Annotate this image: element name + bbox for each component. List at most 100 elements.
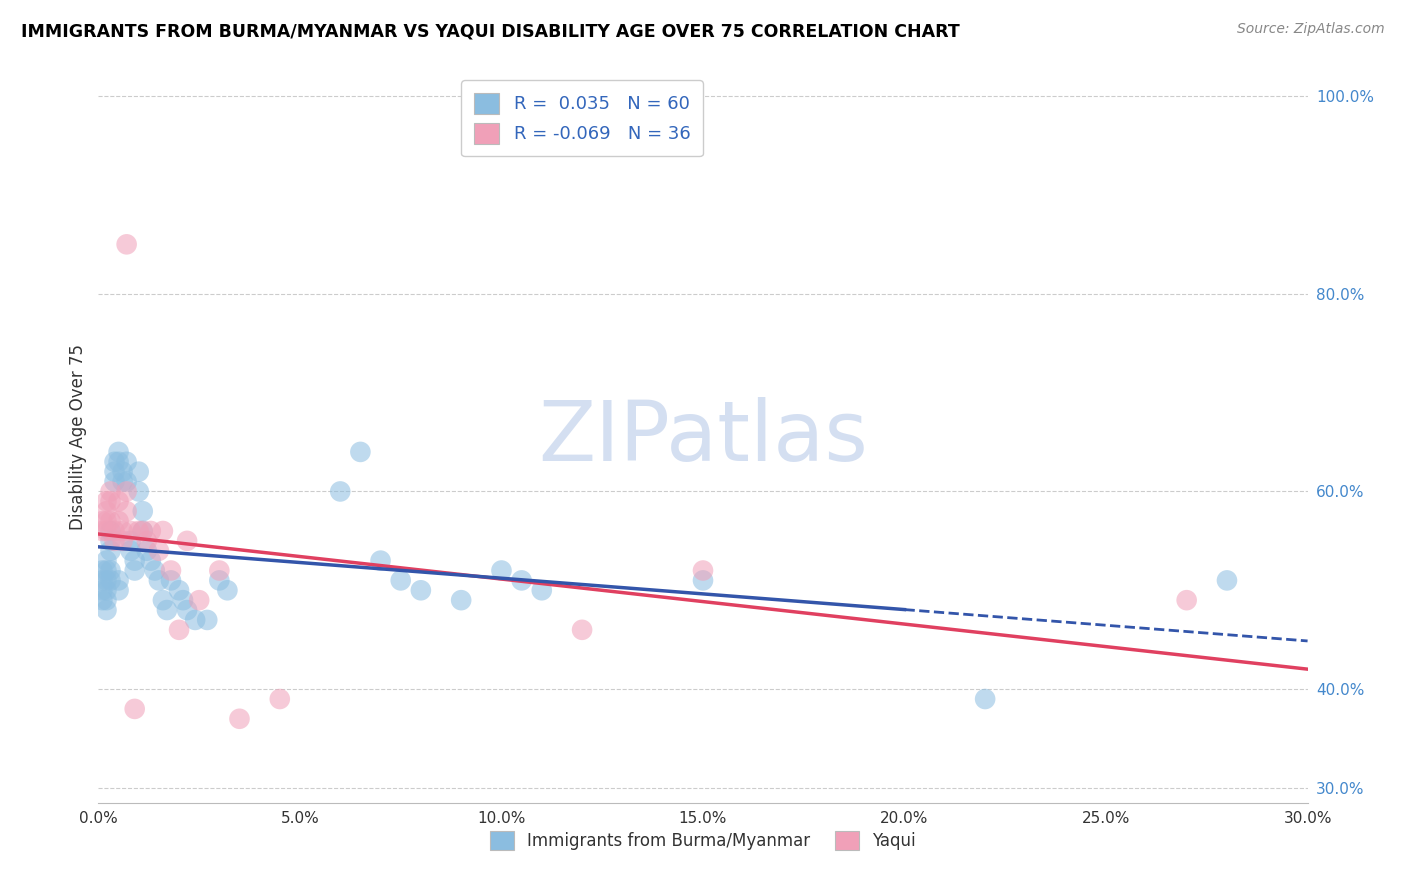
Point [195, 613, 218, 627]
Point [269, 692, 291, 706]
Point [100, 533, 122, 548]
Point [160, 574, 183, 588]
Point [139, 554, 162, 568]
Point [103, 475, 125, 489]
Point [107, 514, 129, 528]
Point [115, 455, 138, 469]
Point [91, 564, 114, 578]
Point [120, 533, 142, 548]
Point [100, 564, 122, 578]
Point [152, 524, 174, 538]
Point [208, 574, 231, 588]
Point [217, 583, 239, 598]
Point [1175, 593, 1198, 607]
Point [96, 564, 118, 578]
Point [91, 514, 114, 528]
Point [148, 574, 170, 588]
Point [510, 574, 533, 588]
Point [172, 593, 194, 607]
Point [111, 533, 134, 548]
Point [349, 445, 371, 459]
Point [571, 623, 593, 637]
Point [96, 593, 118, 607]
Point [692, 574, 714, 588]
Point [132, 524, 155, 538]
Y-axis label: Disability Age Over 75: Disability Age Over 75 [69, 344, 87, 530]
Point [160, 564, 183, 578]
Point [409, 583, 432, 598]
Point [120, 543, 142, 558]
Point [96, 494, 118, 508]
Point [107, 455, 129, 469]
Point [389, 574, 412, 588]
Point [115, 504, 138, 518]
Point [148, 543, 170, 558]
Point [111, 475, 134, 489]
Text: IMMIGRANTS FROM BURMA/MYANMAR VS YAQUI DISABILITY AGE OVER 75 CORRELATION CHART: IMMIGRANTS FROM BURMA/MYANMAR VS YAQUI D… [21, 22, 960, 40]
Point [100, 543, 122, 558]
Point [96, 504, 118, 518]
Point [491, 564, 513, 578]
Point [107, 583, 129, 598]
Point [107, 494, 129, 508]
Point [100, 494, 122, 508]
Point [120, 524, 142, 538]
Point [143, 564, 166, 578]
Point [96, 554, 118, 568]
Point [167, 583, 190, 598]
Point [167, 623, 190, 637]
Point [124, 564, 146, 578]
Point [100, 524, 122, 538]
Point [100, 484, 122, 499]
Point [107, 574, 129, 588]
Point [530, 583, 553, 598]
Text: Source: ZipAtlas.com: Source: ZipAtlas.com [1237, 22, 1385, 37]
Point [208, 564, 231, 578]
Point [111, 465, 134, 479]
Point [128, 465, 150, 479]
Point [100, 514, 122, 528]
Point [107, 445, 129, 459]
Point [96, 603, 118, 617]
Point [96, 514, 118, 528]
Point [128, 484, 150, 499]
Point [176, 603, 198, 617]
Point [103, 455, 125, 469]
Point [329, 484, 352, 499]
Point [100, 574, 122, 588]
Point [176, 533, 198, 548]
Point [152, 593, 174, 607]
Point [135, 543, 157, 558]
Point [188, 593, 211, 607]
Point [111, 524, 134, 538]
Point [115, 475, 138, 489]
Point [124, 554, 146, 568]
Point [91, 524, 114, 538]
Point [124, 702, 146, 716]
Legend: Immigrants from Burma/Myanmar, Yaqui: Immigrants from Burma/Myanmar, Yaqui [484, 824, 922, 856]
Point [692, 564, 714, 578]
Point [91, 583, 114, 598]
Point [96, 574, 118, 588]
Text: ZIPatlas: ZIPatlas [538, 397, 868, 477]
Point [96, 524, 118, 538]
Point [974, 692, 997, 706]
Point [91, 593, 114, 607]
Point [184, 613, 207, 627]
Point [128, 524, 150, 538]
Point [115, 237, 138, 252]
Point [103, 465, 125, 479]
Point [156, 603, 179, 617]
Point [135, 533, 157, 548]
Point [132, 504, 155, 518]
Point [228, 712, 250, 726]
Point [91, 574, 114, 588]
Point [370, 554, 392, 568]
Point [1216, 574, 1239, 588]
Point [450, 593, 472, 607]
Point [139, 524, 162, 538]
Point [103, 533, 125, 548]
Point [103, 524, 125, 538]
Point [96, 583, 118, 598]
Point [132, 524, 155, 538]
